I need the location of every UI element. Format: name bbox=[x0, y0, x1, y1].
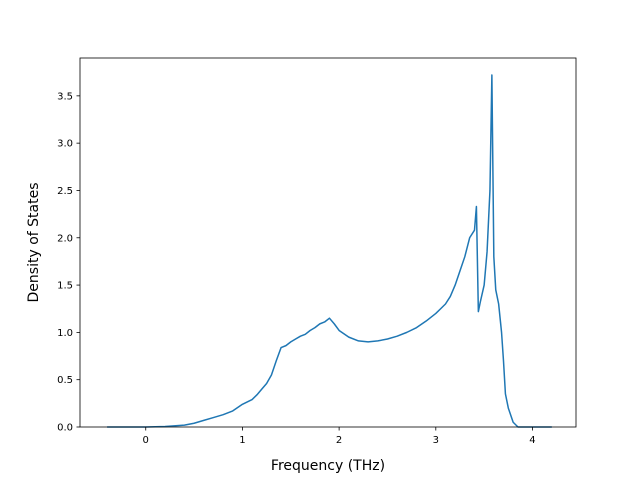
x-axis-label: Frequency (THz) bbox=[271, 458, 385, 474]
x-tick-label: 3 bbox=[433, 435, 439, 446]
dos-series-line bbox=[107, 74, 552, 428]
y-tick-label: 2.0 bbox=[57, 233, 73, 244]
x-tick-label: 0 bbox=[143, 435, 149, 446]
y-axis-ticks: 0.0 0.5 1.0 1.5 2.0 2.5 3.0 3.5 bbox=[57, 91, 80, 434]
y-tick-label: 1.0 bbox=[57, 328, 73, 339]
y-tick-label: 3.0 bbox=[57, 139, 73, 150]
y-tick-label: 0.5 bbox=[57, 375, 73, 386]
y-tick-label: 1.5 bbox=[57, 281, 73, 292]
x-tick-label: 1 bbox=[239, 435, 245, 446]
y-tick-label: 0.0 bbox=[57, 423, 73, 434]
y-tick-label: 3.5 bbox=[57, 91, 73, 102]
x-tick-label: 4 bbox=[529, 435, 535, 446]
plot-area bbox=[107, 74, 552, 428]
x-axis-ticks: 0 1 2 3 4 bbox=[143, 427, 536, 446]
axes-frame bbox=[79, 57, 577, 428]
y-axis-label: Density of States bbox=[26, 183, 42, 303]
x-tick-label: 2 bbox=[336, 435, 342, 446]
y-tick-label: 2.5 bbox=[57, 186, 73, 197]
